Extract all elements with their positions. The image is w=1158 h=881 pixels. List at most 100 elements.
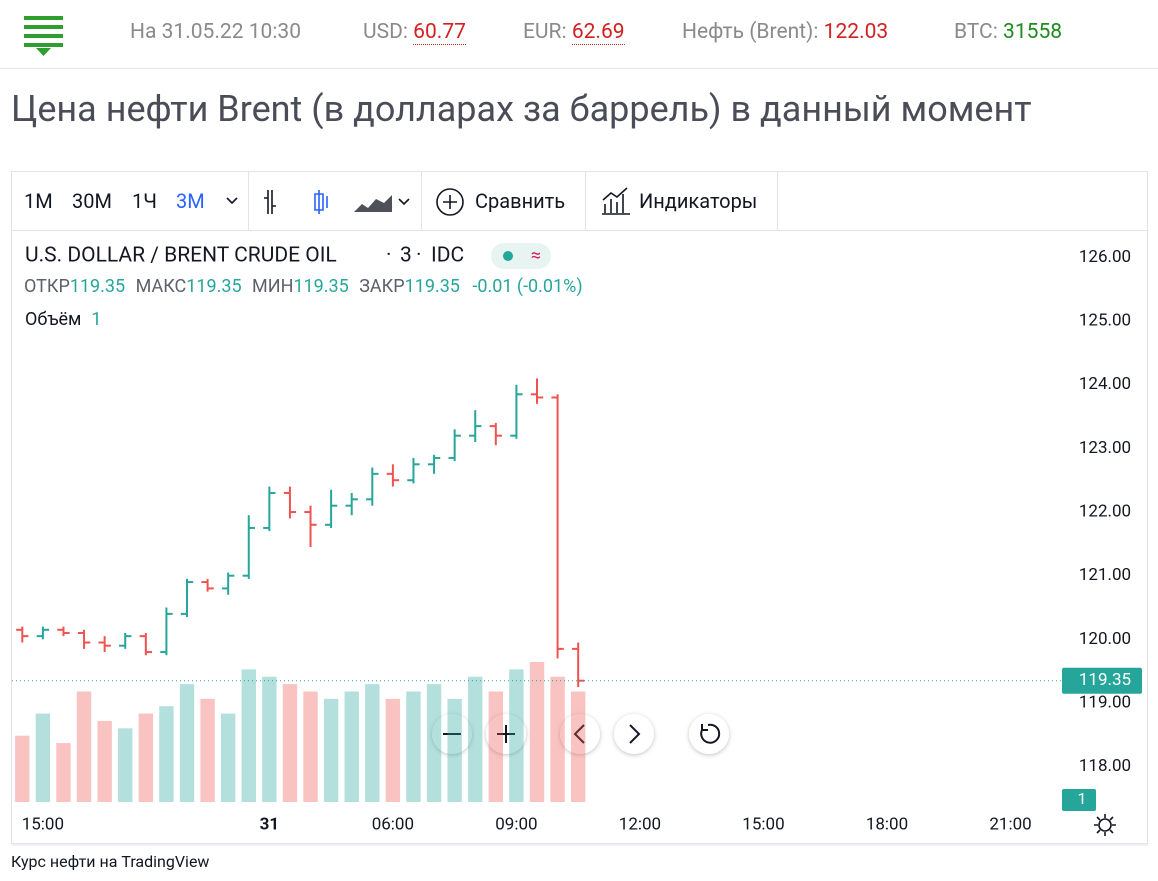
volume-bar xyxy=(118,728,133,802)
exchange: IDC xyxy=(431,244,464,268)
x-tick-label: 31 xyxy=(260,814,280,834)
volume-bar xyxy=(406,691,421,802)
compare-button[interactable]: Сравнить xyxy=(475,189,566,213)
x-tick-label: 21:00 xyxy=(989,814,1031,834)
volume-bar xyxy=(509,669,524,802)
volume-bar xyxy=(323,698,339,802)
volume-bar xyxy=(220,713,236,802)
x-tick-label: 15:00 xyxy=(22,814,64,834)
interval[interactable]: 1М xyxy=(24,189,53,213)
volume-bar xyxy=(241,669,256,802)
usd-label: USD: xyxy=(363,20,408,44)
volume-bars xyxy=(15,662,586,802)
legend-value: 1 xyxy=(91,309,101,330)
y-tick-label: 126.00 xyxy=(1079,247,1131,267)
indicators-button[interactable]: Индикаторы xyxy=(639,189,758,213)
last-volume-box xyxy=(1062,789,1096,811)
y-tick-label: 119.00 xyxy=(1079,692,1131,712)
settings[interactable] xyxy=(1094,814,1116,836)
interval[interactable]: 1Ч xyxy=(132,189,157,213)
compare-icon[interactable] xyxy=(436,188,466,218)
ohlc-legend: ОТКР119.35 МАКС119.35 МИН119.35 ЗАКР119.… xyxy=(24,276,583,297)
legend-value: 119.35 xyxy=(70,276,125,297)
y-tick-label: 125.00 xyxy=(1079,311,1131,331)
legend-label: ЗАКР xyxy=(359,276,404,297)
chart-type-icons[interactable] xyxy=(262,186,422,218)
last-price-label: 119.35 xyxy=(1079,670,1131,690)
volume-bar xyxy=(35,713,51,802)
volume-bar xyxy=(447,698,462,802)
volume-bar xyxy=(550,676,565,802)
indicators-icon[interactable] xyxy=(600,186,632,218)
last-price-box xyxy=(1062,667,1142,694)
volume-bar xyxy=(303,691,318,802)
date: На 31.05.22 10:30 xyxy=(130,20,302,44)
page-title: Цена нефти Brent (в долларах за баррель)… xyxy=(11,88,1032,130)
symbol: U.S. DOLLAR / BRENT CRUDE OIL xyxy=(25,244,337,268)
last-volume-label: 1 xyxy=(1078,789,1087,808)
x-tick-label: 09:00 xyxy=(495,814,537,834)
x-tick-label: 18:00 xyxy=(866,814,908,834)
eur-rate[interactable]: 62.69 xyxy=(571,20,625,45)
y-tick-label: 120.00 xyxy=(1079,629,1131,649)
legend-label: МИН xyxy=(252,276,293,297)
volume-bar xyxy=(76,691,92,802)
volume-bar xyxy=(179,684,195,802)
separator: · xyxy=(416,244,422,268)
y-tick-label: 123.00 xyxy=(1079,438,1131,458)
volume-legend: Объём 1 xyxy=(25,309,102,330)
btc-rate: 31558 xyxy=(1003,20,1063,44)
interval[interactable]: 3М xyxy=(176,189,205,213)
dropdown[interactable] xyxy=(224,196,240,206)
status-badge xyxy=(491,243,551,269)
toolbar: 1М 30М 1Ч 3М Сравнить Индикаторы xyxy=(12,172,1147,231)
interval[interactable]: 30М xyxy=(72,189,112,213)
volume-bar xyxy=(262,676,277,802)
status-icon: ≈ xyxy=(531,245,541,266)
separator: · xyxy=(386,244,392,268)
volume-bar xyxy=(385,698,401,802)
volume-bar xyxy=(365,684,380,802)
volume-bar xyxy=(97,720,112,802)
legend-change: -0.01 (-0.01%) xyxy=(472,276,582,297)
status-dot xyxy=(503,251,513,261)
oil-rate: 122.03 xyxy=(823,20,889,44)
y-tick-label: 121.00 xyxy=(1079,565,1131,585)
x-tick-label: 06:00 xyxy=(372,814,414,834)
legend-value: 119.35 xyxy=(186,276,241,297)
volume-bar xyxy=(56,743,71,802)
legend-value: 119.35 xyxy=(293,276,348,297)
legend-value: 119.35 xyxy=(405,276,460,297)
volume-bar xyxy=(200,698,215,802)
eur-label: EUR: xyxy=(523,20,567,44)
volume-bar xyxy=(570,691,586,802)
scroll-left[interactable] xyxy=(560,714,600,754)
chart-widget xyxy=(11,171,1148,844)
x-tick-label: 12:00 xyxy=(619,814,661,834)
scroll-right[interactable] xyxy=(614,714,654,754)
legend-label: ОТКР xyxy=(24,276,70,297)
legend-label: Объём xyxy=(25,309,81,330)
logo[interactable] xyxy=(24,16,64,58)
volume-bar xyxy=(138,713,154,802)
footer[interactable]: Курс нефти на TradingView xyxy=(11,852,210,871)
volume-bar xyxy=(529,662,545,802)
reset[interactable] xyxy=(689,714,729,754)
btc-label: BTC: xyxy=(954,20,998,44)
y-tick-label: 118.00 xyxy=(1079,756,1131,776)
oil-label: Нефть (Brent): xyxy=(682,20,819,44)
x-tick-label: 15:00 xyxy=(742,814,784,834)
volume-bar xyxy=(426,684,442,802)
volume-bar xyxy=(159,706,174,802)
usd-rate[interactable]: 60.77 xyxy=(413,20,466,45)
y-tick-label: 124.00 xyxy=(1079,374,1131,394)
volume-bar xyxy=(344,691,359,802)
volume-bar xyxy=(15,735,30,802)
legend-label: МАКС xyxy=(136,276,187,297)
y-tick-label: 122.00 xyxy=(1079,502,1131,522)
header: На 31.05.22 10:30 USD: 60.77 EUR: 62.69 … xyxy=(0,0,1158,69)
volume-bar xyxy=(282,684,298,802)
volume-bar xyxy=(488,691,504,802)
